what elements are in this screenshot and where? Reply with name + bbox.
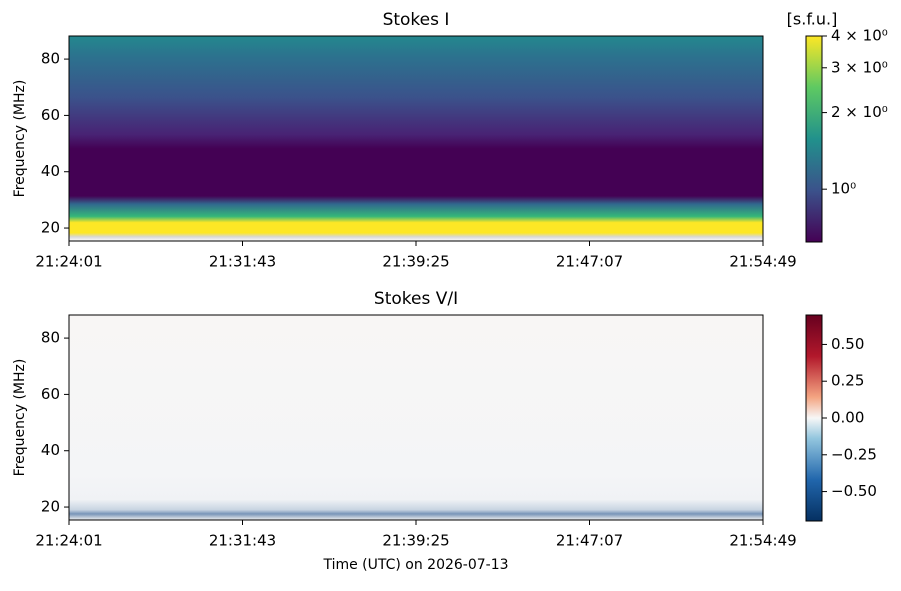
x-tick-label: 21:47:07 (556, 532, 623, 550)
x-tick-label: 21:24:01 (35, 532, 102, 550)
y-axis-label: Frequency (MHz) (12, 359, 28, 477)
y-tick-label: 60 (41, 385, 60, 403)
spectrogram (69, 315, 763, 520)
x-axis-label: Time (UTC) on 2026-07-13 (322, 557, 508, 573)
colorbar-tick-label: 3 × 10⁰ (831, 58, 888, 76)
y-tick-label: 20 (41, 219, 60, 237)
y-tick-label: 80 (41, 329, 60, 347)
colorbar-tick-label: 10⁰ (831, 180, 856, 198)
x-tick-label: 21:24:01 (35, 253, 102, 271)
y-tick-label: 80 (41, 50, 60, 68)
colorbar (805, 35, 823, 243)
colorbar-tick-label: 0.00 (831, 409, 864, 427)
x-tick-label: 21:39:25 (382, 532, 449, 550)
y-axis-label: Frequency (MHz) (12, 80, 28, 198)
y-tick-label: 40 (41, 441, 60, 459)
colorbar-tick-label: 2 × 10⁰ (831, 103, 888, 121)
colorbar (805, 314, 823, 522)
plot-title: Stokes I (383, 10, 450, 30)
colorbar-tick-label: −0.50 (831, 482, 877, 500)
colorbar-label: [s.f.u.] (787, 10, 838, 29)
x-tick-label: 21:47:07 (556, 253, 623, 271)
colorbar-tick-label: 0.25 (831, 372, 864, 390)
y-tick-label: 60 (41, 106, 60, 124)
x-tick-label: 21:54:49 (729, 253, 796, 271)
spectrogram (69, 36, 763, 241)
x-tick-label: 21:54:49 (729, 532, 796, 550)
colorbar-tick-label: −0.25 (831, 445, 877, 463)
y-tick-label: 40 (41, 162, 60, 180)
colorbar-tick-label: 0.50 (831, 335, 864, 353)
x-tick-label: 21:39:25 (382, 253, 449, 271)
y-tick-label: 20 (41, 498, 60, 516)
plot-title: Stokes V/I (374, 289, 458, 309)
x-tick-label: 21:31:43 (209, 253, 276, 271)
x-tick-label: 21:31:43 (209, 532, 276, 550)
colorbar-tick-label: 4 × 10⁰ (831, 27, 888, 45)
